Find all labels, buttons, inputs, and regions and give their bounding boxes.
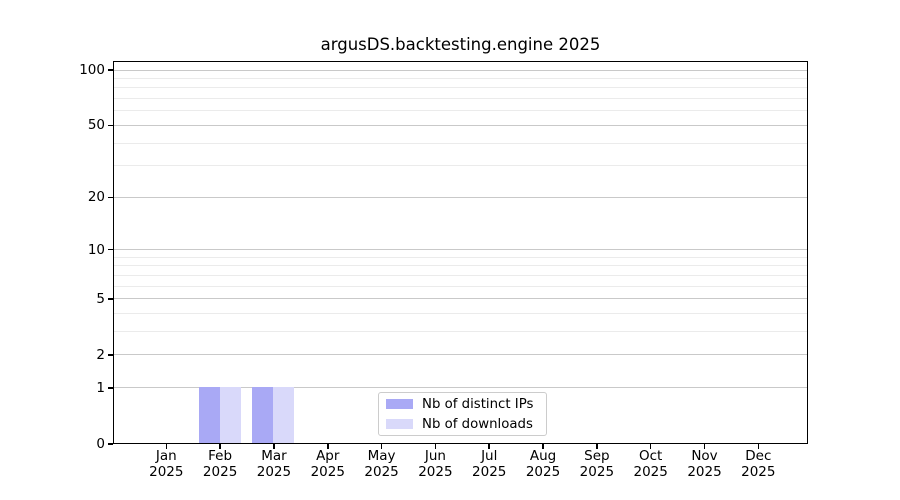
x-tick-year: 2025 — [579, 463, 615, 480]
x-tick-year: 2025 — [202, 463, 238, 480]
x-tick — [542, 444, 544, 449]
legend-item-distinct-ips: Nb of distinct IPs — [386, 396, 546, 413]
plot-area — [113, 61, 808, 444]
y-gridline-minor — [114, 285, 807, 287]
x-tick-year: 2025 — [149, 463, 184, 480]
downloads-swatch-icon — [386, 419, 413, 429]
x-tick-month: Feb — [208, 448, 233, 464]
y-tick-label: 2 — [96, 346, 105, 363]
x-tick-year: 2025 — [418, 463, 453, 480]
y-gridline-major — [114, 354, 807, 356]
y-gridline-minor — [114, 265, 807, 267]
x-tick-month: Sep — [584, 448, 610, 464]
x-tick-label: Apr 2025 — [298, 448, 358, 480]
x-tick-year: 2025 — [310, 463, 345, 480]
x-tick-month: Aug — [529, 448, 557, 464]
x-tick — [380, 444, 383, 449]
x-tick — [327, 444, 329, 449]
x-tick — [273, 444, 275, 449]
x-tick — [649, 444, 652, 449]
y-tick — [108, 196, 113, 199]
x-tick-label: Oct 2025 — [621, 448, 681, 480]
y-tick — [108, 443, 113, 445]
y-gridline-minor — [114, 98, 807, 100]
y-tick — [108, 124, 113, 127]
x-tick-label: Nov 2025 — [675, 448, 735, 480]
y-gridline-major — [114, 249, 807, 251]
x-tick-label: Dec 2025 — [728, 448, 788, 480]
x-tick-label: Jul 2025 — [459, 448, 519, 480]
x-tick-month: Jun — [424, 448, 446, 464]
x-tick — [757, 444, 760, 449]
y-gridline-minor — [114, 313, 807, 315]
y-gridline-minor — [114, 165, 807, 167]
x-tick-label: Feb 2025 — [190, 448, 250, 480]
y-gridline-minor — [114, 87, 807, 89]
x-tick-month: Oct — [639, 448, 663, 464]
y-tick-label: 5 — [96, 290, 105, 307]
legend: Nb of distinct IPs Nb of downloads — [378, 392, 547, 436]
y-gridline-major — [114, 196, 807, 198]
y-tick — [108, 354, 113, 356]
x-tick — [596, 444, 598, 449]
x-tick-month: Jan — [155, 448, 177, 464]
x-tick-month: Mar — [261, 448, 287, 464]
x-tick — [434, 444, 437, 449]
x-tick-year: 2025 — [687, 463, 722, 480]
x-tick-label: Aug 2025 — [513, 448, 573, 480]
x-tick — [219, 444, 221, 449]
y-tick-label: 50 — [87, 117, 105, 134]
y-gridline-major — [114, 387, 807, 389]
y-tick — [108, 69, 113, 71]
x-tick-year: 2025 — [633, 463, 668, 480]
x-tick — [165, 444, 168, 449]
y-tick-label: 10 — [87, 241, 105, 258]
y-gridline-minor — [114, 274, 807, 276]
legend-item-downloads: Nb of downloads — [386, 416, 546, 433]
x-tick-year: 2025 — [256, 463, 292, 480]
x-tick-label: Jan 2025 — [136, 448, 196, 480]
y-tick-label: 100 — [79, 62, 105, 78]
y-gridline-minor — [114, 331, 807, 333]
x-tick-label: Jun 2025 — [405, 448, 465, 480]
x-tick-month: Apr — [316, 448, 340, 464]
x-tick-month: Nov — [691, 448, 718, 464]
x-tick-label: May 2025 — [352, 448, 412, 480]
chart-title: argusDS.backtesting.engine 2025 — [320, 35, 601, 54]
x-tick-year: 2025 — [472, 463, 507, 480]
y-tick — [108, 298, 113, 300]
y-gridline-major — [114, 69, 807, 71]
y-tick-label: 20 — [87, 189, 105, 206]
y-tick-label: 0 — [96, 436, 105, 452]
bar-distinct-ips — [252, 387, 274, 444]
bar-distinct-ips — [198, 387, 220, 444]
x-tick-label: Mar 2025 — [244, 448, 304, 480]
y-gridline-minor — [114, 256, 807, 258]
y-gridline-minor — [114, 142, 807, 144]
x-tick-year: 2025 — [741, 463, 776, 480]
x-tick-month: Jul — [481, 448, 498, 464]
y-tick-label: 1 — [96, 379, 105, 396]
distinct-ips-swatch-icon — [386, 399, 413, 409]
x-tick-month: Dec — [745, 448, 772, 464]
x-tick-year: 2025 — [364, 463, 399, 480]
y-gridline-major — [114, 124, 807, 126]
bar-downloads — [219, 387, 241, 444]
x-tick — [703, 444, 706, 449]
bar-downloads — [273, 387, 295, 444]
x-tick-year: 2025 — [525, 463, 561, 480]
y-gridline-minor — [114, 110, 807, 112]
legend-label-distinct-ips: Nb of distinct IPs — [422, 396, 534, 412]
y-tick — [108, 248, 113, 251]
y-gridline-minor — [114, 77, 807, 79]
legend-label-downloads: Nb of downloads — [422, 416, 533, 432]
y-gridline-major — [114, 298, 807, 300]
x-tick — [488, 444, 490, 449]
y-tick — [108, 387, 113, 389]
x-tick-label: Sep 2025 — [567, 448, 627, 480]
x-tick-month: May — [367, 448, 396, 464]
